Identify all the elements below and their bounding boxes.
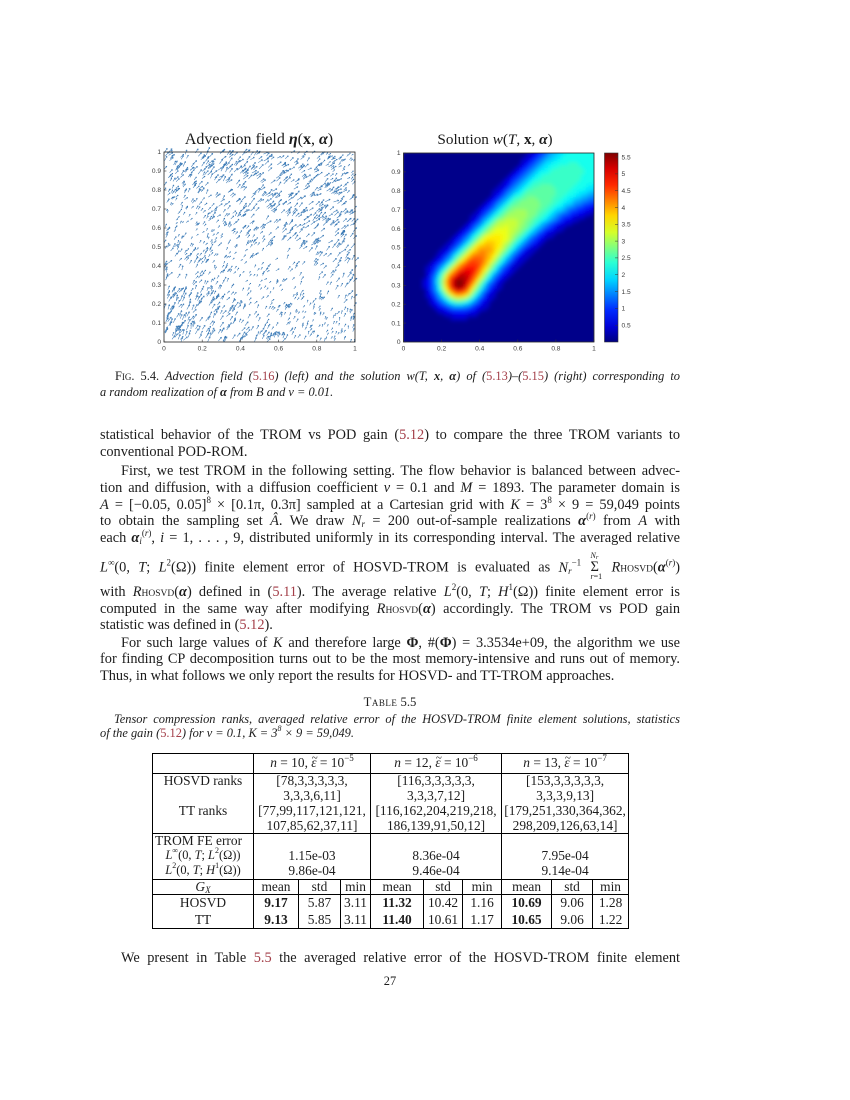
svg-text:4.5: 4.5 [622, 188, 631, 195]
svg-text:0: 0 [397, 339, 401, 346]
svg-text:0.6: 0.6 [391, 226, 400, 233]
svg-text:5: 5 [622, 171, 626, 178]
svg-text:0.8: 0.8 [391, 188, 400, 195]
svg-text:0.2: 0.2 [152, 301, 161, 308]
svg-text:0: 0 [162, 346, 166, 353]
svg-text:1: 1 [397, 150, 401, 157]
svg-text:0.7: 0.7 [391, 207, 400, 214]
svg-text:1: 1 [157, 149, 161, 156]
svg-text:0: 0 [402, 346, 406, 353]
svg-text:0.3: 0.3 [391, 283, 400, 290]
svg-text:0.9: 0.9 [391, 169, 400, 176]
svg-text:0: 0 [157, 339, 161, 346]
svg-text:0.4: 0.4 [236, 346, 245, 353]
svg-text:1: 1 [622, 306, 626, 313]
svg-text:3.5: 3.5 [622, 222, 631, 229]
svg-text:5.5: 5.5 [622, 154, 631, 161]
svg-text:0.9: 0.9 [152, 168, 161, 175]
svg-text:0.7: 0.7 [152, 206, 161, 213]
svg-text:0.8: 0.8 [312, 346, 321, 353]
svg-text:0.2: 0.2 [437, 346, 446, 353]
svg-text:0.6: 0.6 [513, 346, 522, 353]
svg-text:2.5: 2.5 [622, 255, 631, 262]
svg-text:0.6: 0.6 [152, 225, 161, 232]
svg-text:0.4: 0.4 [391, 264, 400, 271]
svg-text:4: 4 [622, 205, 626, 212]
svg-text:1.5: 1.5 [622, 289, 631, 296]
svg-text:0.5: 0.5 [391, 245, 400, 252]
svg-text:0.8: 0.8 [551, 346, 560, 353]
svg-text:0.6: 0.6 [274, 346, 283, 353]
svg-text:0.5: 0.5 [152, 244, 161, 251]
svg-text:3: 3 [622, 238, 626, 245]
svg-text:0.2: 0.2 [198, 346, 207, 353]
svg-text:1: 1 [592, 346, 596, 353]
svg-text:0.1: 0.1 [152, 320, 161, 327]
svg-text:0.4: 0.4 [475, 346, 484, 353]
svg-text:0.8: 0.8 [152, 187, 161, 194]
svg-text:0.1: 0.1 [391, 320, 400, 327]
svg-text:Advection field η(x, α): Advection field η(x, α) [185, 131, 333, 148]
svg-text:0.2: 0.2 [391, 301, 400, 308]
svg-text:0.4: 0.4 [152, 263, 161, 270]
svg-text:Solution w(T, x, α): Solution w(T, x, α) [437, 131, 552, 148]
svg-text:2: 2 [622, 272, 626, 279]
svg-text:1: 1 [353, 346, 357, 353]
svg-text:0.5: 0.5 [622, 323, 631, 330]
svg-text:0.3: 0.3 [152, 282, 161, 289]
